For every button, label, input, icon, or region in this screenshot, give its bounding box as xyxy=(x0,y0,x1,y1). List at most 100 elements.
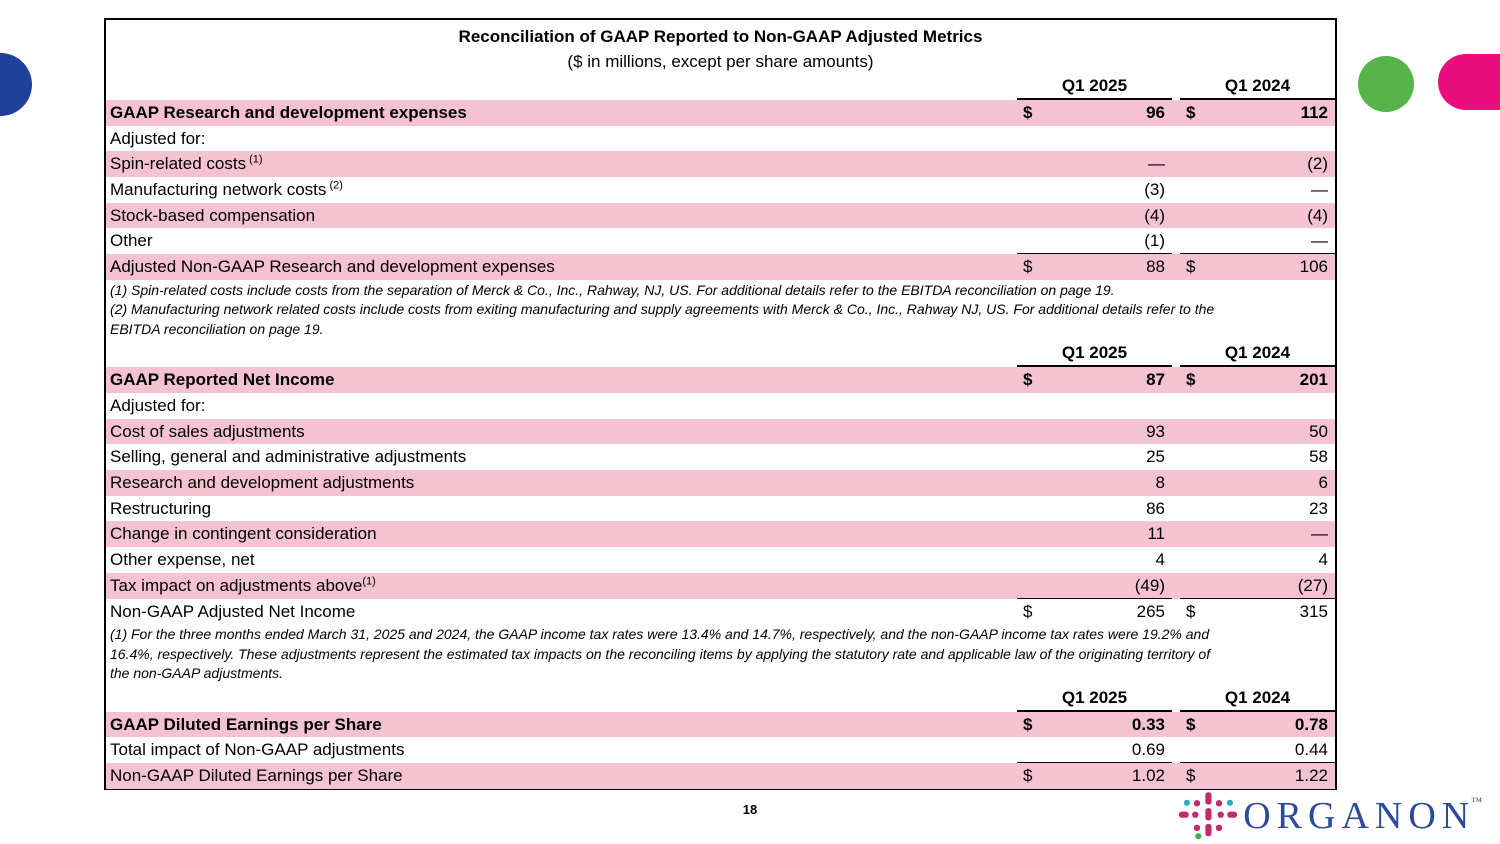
dollar-sign-2025 xyxy=(1017,419,1045,445)
organon-logo-icon xyxy=(1179,792,1238,840)
footnote-line: (2) Manufacturing network related costs … xyxy=(110,301,1215,318)
dollar-sign-2025 xyxy=(1017,470,1045,496)
value-q1-2024 xyxy=(1208,126,1335,152)
dollar-sign-2025: $ xyxy=(1023,370,1033,390)
dollar-sign-2024 xyxy=(1180,203,1208,229)
value-q1-2024: — xyxy=(1208,228,1335,255)
row-label-text: GAAP Reported Net Income xyxy=(110,370,335,390)
column-header-row: Q1 2025 Q1 2024 xyxy=(106,341,1335,368)
table-row: Total impact of Non-GAAP adjustments 0.69… xyxy=(106,737,1335,764)
footnote-reference: (1) xyxy=(246,153,263,166)
column-gap xyxy=(1172,712,1180,738)
value-q1-2024: 4 xyxy=(1318,550,1328,570)
row-label: Tax impact on adjustments above(1) xyxy=(106,573,1017,599)
row-label: Adjusted for: xyxy=(106,393,1017,419)
page-number: 18 xyxy=(742,802,758,817)
value-q1-2025: — xyxy=(1148,154,1165,174)
dollar-sign-2024 xyxy=(1180,521,1208,547)
dollar-sign-2025 xyxy=(1017,573,1045,599)
value-q1-2024: — xyxy=(1311,524,1328,544)
table-row: Research and development adjustments 8 6 xyxy=(106,470,1335,496)
row-label-text: Adjusted for: xyxy=(110,396,206,415)
value-q1-2025: 0.69 xyxy=(1045,737,1172,764)
row-label: Research and development adjustments xyxy=(106,470,1017,496)
green-circle-decoration xyxy=(1358,56,1414,112)
column-gap xyxy=(1172,444,1180,470)
row-label: Manufacturing network costs (2) xyxy=(106,177,1017,203)
row-label: GAAP Diluted Earnings per Share xyxy=(106,712,1017,738)
value-q1-2024: 112 xyxy=(1300,103,1328,122)
table-row: Adjusted for: xyxy=(106,393,1335,419)
table-sections: Q1 2025 Q1 2024 GAAP Research and developm… xyxy=(106,74,1335,789)
row-label: Non-GAAP Diluted Earnings per Share xyxy=(106,763,1017,789)
table-row: Other expense, net 4 4 xyxy=(106,547,1335,573)
table-row: Spin-related costs (1) — (2) xyxy=(106,151,1335,178)
row-label: Change in contingent consideration xyxy=(106,521,1017,547)
column-gap xyxy=(1172,419,1180,445)
dollar-sign-2024: $ xyxy=(1186,766,1196,786)
dollar-sign-2024 xyxy=(1180,177,1208,203)
dollar-sign-2025 xyxy=(1017,177,1045,203)
column-header-q1-2025: Q1 2025 xyxy=(1017,686,1172,712)
dollar-sign-2024: $ xyxy=(1186,714,1196,734)
footnote-line: EBITDA reconciliation on page 19. xyxy=(110,320,324,337)
value-q1-2024: — xyxy=(1311,180,1328,200)
column-gap xyxy=(1172,203,1180,229)
column-gap xyxy=(1172,228,1180,254)
row-label-text: Spin-related costs xyxy=(110,154,247,174)
row-label: Adjusted Non-GAAP Research and developme… xyxy=(106,254,1017,280)
dollar-sign-2025 xyxy=(1017,444,1045,470)
dollar-sign-2024: $ xyxy=(1186,103,1196,122)
row-label: Stock-based compensation xyxy=(106,203,1017,229)
value-q1-2025: (49) xyxy=(1045,573,1172,599)
value-q1-2025: 11 xyxy=(1147,524,1165,544)
row-label: Adjusted for: xyxy=(106,126,1017,152)
column-gap xyxy=(1172,547,1180,573)
dollar-sign-2024 xyxy=(1180,496,1208,522)
dollar-sign-2024 xyxy=(1180,151,1208,177)
row-label-text: Adjusted Non-GAAP Research and developme… xyxy=(110,257,555,277)
dollar-sign-2025: $ xyxy=(1023,601,1033,621)
footnote-reference: (2) xyxy=(326,179,343,192)
row-label-text: GAAP Diluted Earnings per Share xyxy=(110,714,382,734)
row-label-text: Non-GAAP Diluted Earnings per Share xyxy=(110,766,403,786)
dollar-sign-2025 xyxy=(1017,228,1045,255)
dollar-sign-2024 xyxy=(1180,126,1208,152)
table-row: Selling, general and administrative adju… xyxy=(106,444,1335,470)
column-header-q1-2024: Q1 2024 xyxy=(1180,686,1335,712)
row-label: Total impact of Non-GAAP adjustments xyxy=(106,737,1017,763)
table-row: GAAP Research and development expenses $9… xyxy=(106,100,1335,126)
table-row: Manufacturing network costs (2) (3) — xyxy=(106,177,1335,203)
row-label-text: Tax impact on adjustments above xyxy=(110,575,363,595)
dollar-sign-2024 xyxy=(1180,470,1208,496)
value-q1-2024: 315 xyxy=(1299,601,1328,621)
value-q1-2025: 86 xyxy=(1146,498,1165,518)
footnote-line: (1) For the three months ended March 31,… xyxy=(110,626,1210,643)
column-gap xyxy=(1172,393,1180,419)
table-row: GAAP Reported Net Income $87 $201 xyxy=(106,367,1335,393)
footnote-block: (1) Spin-related costs include costs fro… xyxy=(106,280,1335,342)
row-label: Spin-related costs (1) xyxy=(106,151,1017,177)
row-label-text: Stock-based compensation xyxy=(110,205,316,225)
table-row: Stock-based compensation (4) (4) xyxy=(106,202,1335,229)
table-row: Non-GAAP Adjusted Net Income $265 $315 xyxy=(106,599,1335,625)
dollar-sign-2025: $ xyxy=(1023,766,1033,786)
value-q1-2025: (1) xyxy=(1045,228,1172,255)
row-label: GAAP Research and development expenses xyxy=(106,100,1017,126)
column-header-q1-2024: Q1 2024 xyxy=(1180,74,1335,100)
value-q1-2025: 4 xyxy=(1155,550,1165,570)
dollar-sign-2025 xyxy=(1017,393,1045,419)
value-q1-2025: (3) xyxy=(1144,180,1165,200)
column-gap xyxy=(1172,737,1180,763)
blue-circle-decoration xyxy=(0,53,32,116)
organon-logo: ORGANON ™ xyxy=(1179,792,1486,840)
column-gap xyxy=(1172,763,1180,789)
dollar-sign-2024 xyxy=(1180,573,1208,599)
row-label-text: Cost of sales adjustments xyxy=(110,421,305,441)
table-title: Reconciliation of GAAP Reported to Non-G… xyxy=(458,27,983,46)
dollar-sign-2025: $ xyxy=(1023,714,1033,734)
column-gap xyxy=(1172,151,1180,177)
value-q1-2025: 25 xyxy=(1146,447,1165,467)
value-q1-2024: 0.44 xyxy=(1208,737,1335,764)
column-gap xyxy=(1172,367,1180,393)
